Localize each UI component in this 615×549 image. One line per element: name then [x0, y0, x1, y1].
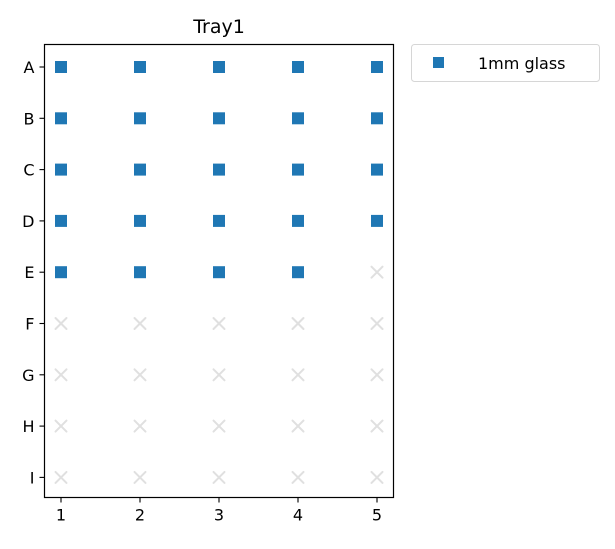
x-tick-label: 1: [56, 506, 66, 525]
legend: 1mm glass: [411, 44, 600, 82]
series-marker-square: [134, 61, 146, 73]
x-tick-label: 5: [372, 506, 382, 525]
empty-slot-marker: [133, 317, 147, 330]
series-marker-square: [292, 112, 304, 125]
empty-slot-marker: [212, 317, 226, 330]
series-marker-square: [134, 214, 146, 227]
y-tick-label: D: [22, 212, 34, 231]
chart-title: Tray1: [192, 16, 245, 38]
legend-label: 1mm glass: [478, 54, 566, 73]
series-marker-square: [55, 266, 67, 279]
series-marker-square: [213, 61, 225, 73]
x-tick-label: 2: [135, 506, 145, 525]
empty-slot-marker: [54, 419, 68, 433]
empty-slot-marker: [212, 419, 226, 433]
empty-slot-marker: [291, 470, 305, 484]
series-marker-square: [371, 112, 383, 125]
empty-slot-marker: [291, 419, 305, 433]
empty-slot-markers: [54, 265, 384, 484]
series-marker-square: [371, 163, 383, 176]
series-marker-square: [292, 61, 304, 73]
series-marker-square: [55, 214, 67, 227]
empty-slot-marker: [212, 368, 226, 382]
empty-slot-marker: [133, 368, 147, 382]
series-marker-square: [292, 214, 304, 227]
series-marker-square: [371, 214, 383, 227]
legend-marker-square: [433, 57, 444, 68]
empty-slot-marker: [133, 470, 147, 484]
x-axis: 1 2 3 4 5: [56, 497, 382, 525]
empty-slot-marker: [370, 265, 384, 279]
empty-slot-marker: [133, 419, 147, 433]
y-tick-label: A: [24, 58, 35, 77]
y-tick-label: F: [25, 315, 34, 334]
empty-slot-marker: [54, 368, 68, 382]
x-tick-label: 3: [214, 506, 224, 525]
empty-slot-marker: [370, 368, 384, 382]
y-tick-label: I: [30, 468, 35, 487]
series-marker-square: [292, 266, 304, 279]
series-marker-square: [134, 266, 146, 279]
y-tick-label: C: [23, 161, 34, 180]
y-axis: A B C D E F G H I: [22, 58, 45, 487]
series-markers: [55, 61, 383, 279]
empty-slot-marker: [370, 470, 384, 484]
series-marker-square: [371, 61, 383, 73]
series-marker-square: [55, 163, 67, 176]
legend-box: [411, 44, 600, 82]
series-marker-square: [55, 61, 67, 73]
y-tick-label: G: [22, 366, 34, 385]
plot-area: 1 2 3 4 5 A B C D E F G H I: [22, 43, 395, 525]
series-marker-square: [134, 112, 146, 125]
y-tick-label: E: [24, 263, 34, 282]
x-tick-label: 4: [293, 506, 303, 525]
empty-slot-marker: [212, 470, 226, 484]
empty-slot-marker: [54, 470, 68, 484]
y-tick-label: H: [22, 417, 34, 436]
y-tick-label: B: [24, 109, 35, 128]
empty-slot-marker: [54, 317, 68, 330]
empty-slot-marker: [370, 419, 384, 433]
empty-slot-marker: [370, 317, 384, 330]
empty-slot-marker: [291, 317, 305, 330]
series-marker-square: [292, 163, 304, 176]
series-marker-square: [213, 112, 225, 125]
series-marker-square: [134, 163, 146, 176]
series-marker-square: [213, 214, 225, 227]
empty-slot-marker: [291, 368, 305, 382]
series-marker-square: [213, 266, 225, 279]
series-marker-square: [213, 163, 225, 176]
series-marker-square: [55, 112, 67, 125]
